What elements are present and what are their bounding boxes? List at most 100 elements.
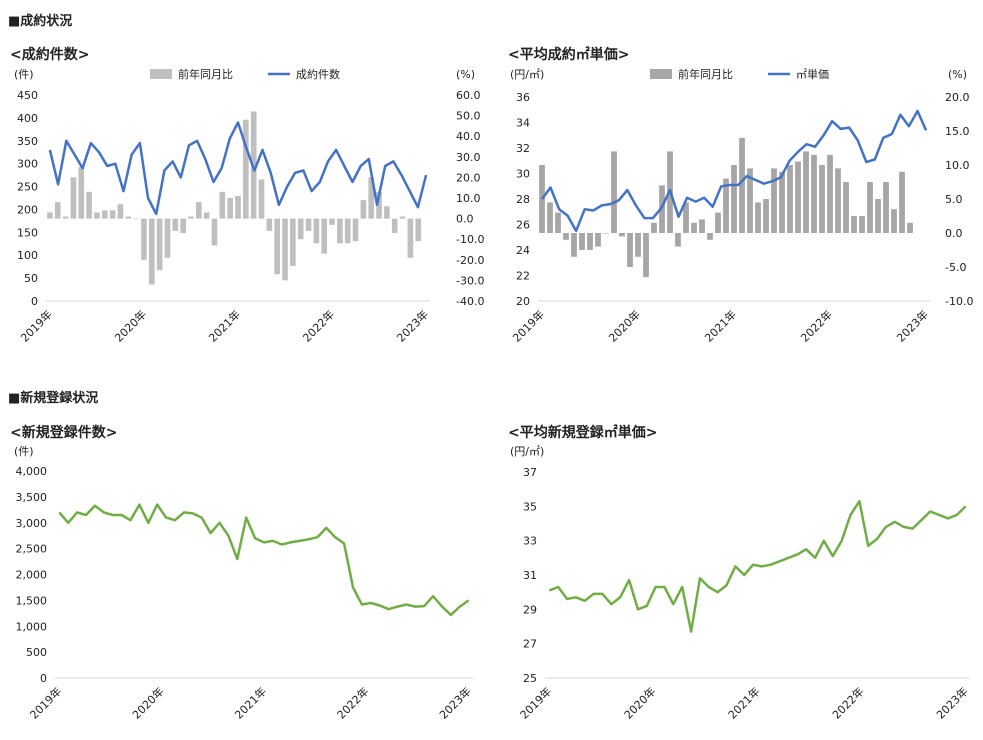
yoy-bar bbox=[699, 219, 705, 233]
yoy-bar bbox=[290, 218, 296, 266]
yoy-bar bbox=[274, 218, 281, 275]
yoy-bar bbox=[141, 218, 147, 260]
yoy-bar bbox=[715, 212, 721, 233]
y-tick-label: 35 bbox=[523, 500, 537, 513]
y-tick-label: 28 bbox=[516, 193, 530, 206]
x-tick-label: 2022年 bbox=[829, 684, 866, 721]
y-tick-label: 1,500 bbox=[16, 594, 48, 607]
yoy-bar bbox=[851, 216, 857, 233]
yoy-bar bbox=[368, 177, 375, 219]
y-tick-label: 30 bbox=[516, 168, 530, 181]
yoy-bar bbox=[337, 218, 343, 244]
yoy-bar bbox=[195, 202, 202, 219]
yoy-bar bbox=[651, 222, 657, 233]
x-tick-label: 2021年 bbox=[725, 684, 762, 721]
yoy-bar bbox=[627, 233, 633, 267]
yoy-bar bbox=[172, 218, 179, 231]
y2-tick-label: 40.0 bbox=[456, 130, 481, 143]
y-tick-label: 34 bbox=[516, 117, 530, 130]
yoy-bar bbox=[891, 209, 897, 233]
y-tick-label: 4,000 bbox=[16, 465, 48, 478]
yoy-bar bbox=[683, 202, 689, 233]
chart-title-contract-price: <平均成約㎡単価> bbox=[508, 47, 630, 63]
yoy-bar bbox=[321, 218, 328, 254]
yoy-bar bbox=[203, 212, 210, 219]
y2-tick-label: -5.0 bbox=[945, 261, 966, 274]
yoy-bar bbox=[376, 191, 382, 219]
y-axis-unit: (件) bbox=[14, 445, 34, 458]
y2-axis-unit: (%) bbox=[456, 68, 475, 81]
yoy-bar bbox=[675, 233, 681, 247]
legend-label-line: ㎡単価 bbox=[796, 67, 829, 81]
yoy-bar bbox=[360, 200, 367, 219]
yoy-bar bbox=[78, 167, 85, 219]
legend-swatch-yoy bbox=[650, 69, 672, 79]
y-tick-label: 300 bbox=[17, 158, 38, 171]
y-tick-label: 2,500 bbox=[16, 543, 48, 556]
y2-axis-unit: (%) bbox=[948, 68, 967, 81]
yoy-bar bbox=[747, 168, 753, 233]
y-tick-label: 150 bbox=[17, 226, 38, 239]
y2-tick-label: 60.0 bbox=[456, 89, 481, 102]
y2-tick-label: 15.0 bbox=[945, 125, 970, 138]
y2-tick-label: -20.0 bbox=[456, 254, 484, 267]
yoy-bar bbox=[779, 171, 785, 233]
legend-swatch-yoy bbox=[150, 69, 172, 79]
y2-tick-label: -40.0 bbox=[456, 295, 484, 308]
yoy-bar bbox=[787, 165, 793, 233]
y-tick-label: 32 bbox=[516, 142, 530, 155]
data-line bbox=[58, 503, 470, 617]
yoy-bar bbox=[329, 218, 335, 225]
yoy-bar bbox=[707, 233, 713, 240]
yoy-bar bbox=[819, 165, 825, 233]
yoy-bar bbox=[54, 202, 61, 219]
yoy-bar bbox=[305, 218, 312, 231]
yoy-bar bbox=[883, 182, 889, 233]
yoy-bar bbox=[611, 151, 617, 233]
yoy-bar bbox=[352, 218, 359, 242]
yoy-bar bbox=[399, 216, 406, 219]
y2-tick-label: -10.0 bbox=[456, 233, 484, 246]
chart-title-registration-count: <新規登録件数> bbox=[10, 425, 118, 441]
y2-tick-label: -10.0 bbox=[945, 295, 973, 308]
y2-tick-label: 30.0 bbox=[456, 151, 481, 164]
legend-label-yoy: 前年同月比 bbox=[178, 67, 233, 81]
yoy-bar bbox=[771, 168, 777, 233]
yoy-bar bbox=[86, 191, 92, 219]
y2-tick-label: 0.0 bbox=[456, 213, 474, 226]
y2-tick-label: -30.0 bbox=[456, 274, 484, 287]
yoy-bar bbox=[579, 233, 585, 250]
yoy-bar bbox=[603, 233, 609, 234]
yoy-bar bbox=[101, 210, 108, 219]
yoy-bar bbox=[555, 212, 561, 233]
y2-tick-label: 0.0 bbox=[945, 227, 963, 240]
yoy-bar bbox=[755, 202, 761, 233]
yoy-bar bbox=[619, 233, 625, 237]
y-tick-label: 36 bbox=[516, 91, 530, 104]
yoy-bar bbox=[297, 218, 304, 240]
y-tick-label: 3,500 bbox=[16, 491, 48, 504]
yoy-bar bbox=[133, 218, 139, 220]
y-tick-label: 20 bbox=[516, 295, 530, 308]
yoy-bar bbox=[907, 222, 913, 233]
yoy-bar bbox=[148, 218, 155, 285]
y-axis-unit: (円/㎡) bbox=[510, 68, 544, 81]
yoy-bar bbox=[867, 182, 873, 233]
yoy-bar bbox=[571, 233, 577, 257]
yoy-bar bbox=[227, 198, 233, 219]
y-tick-label: 100 bbox=[17, 249, 38, 262]
yoy-bar bbox=[691, 222, 697, 233]
yoy-bar bbox=[313, 218, 320, 244]
y-tick-label: 400 bbox=[17, 112, 38, 125]
yoy-bar bbox=[180, 218, 186, 234]
yoy-bar bbox=[811, 154, 817, 233]
yoy-bar bbox=[282, 218, 288, 281]
y-tick-label: 0 bbox=[40, 672, 47, 685]
yoy-bar bbox=[94, 212, 100, 219]
yoy-bar bbox=[563, 233, 569, 240]
y-tick-label: 24 bbox=[516, 244, 530, 257]
y2-tick-label: 5.0 bbox=[945, 193, 963, 206]
